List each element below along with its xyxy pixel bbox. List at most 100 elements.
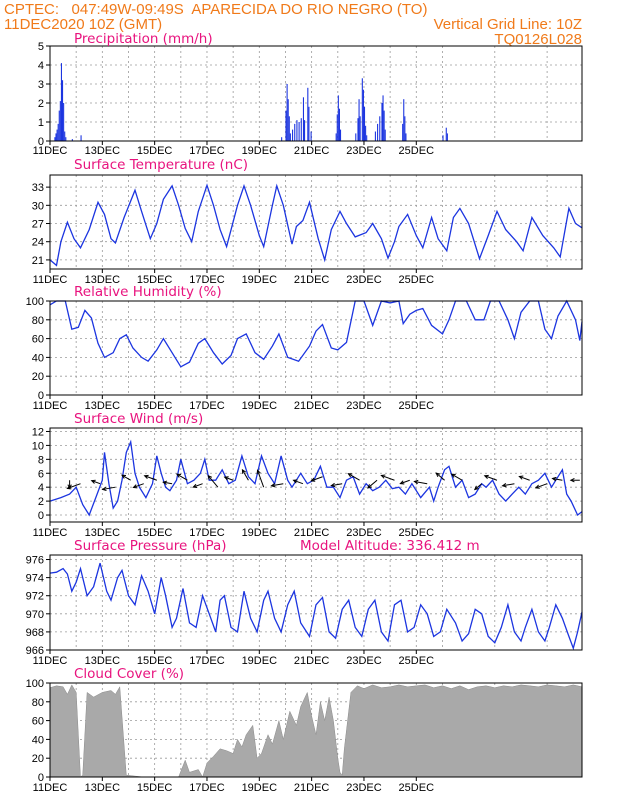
series-line-rh [49,299,583,368]
x-tick-label: 17DEC [189,655,225,667]
wind-vector [293,479,304,485]
panel-wind: 0 2 4 6 8 10 12 11DEC 13DEC 15DEC 17DEC 19DEC 21DEC 2… [32,411,583,539]
precip-bar [446,133,448,141]
precip-bar [336,114,338,141]
panel-temp: 21 24 27 30 33 11DEC 13DEC 15DEC 17DEC 19DEC 21DEC… [32,157,583,286]
wind-vector-head [256,469,261,475]
y-tick-label: 40 [32,352,44,364]
wind-vector-head [450,473,456,478]
wind-vector [348,473,360,481]
precip-bar [382,95,384,141]
y-tick-label: 24 [32,237,44,249]
wind-vector-head [534,484,540,489]
y-tick-label: 12 [32,426,44,438]
wind-vector [271,483,284,487]
precip-bar [60,63,62,141]
wind-vector-head [132,484,138,489]
wind-vector [193,483,203,488]
x-tick-label: 17DEC [189,527,225,539]
precip-bar [294,123,296,141]
x-tick-label: 23DEC [346,782,382,794]
wind-vector-head [483,474,489,479]
x-tick-label: 23DEC [346,655,382,667]
plot-frame [49,300,583,396]
precip-bar [65,137,67,141]
precip-bar [296,120,298,141]
x-tick-label: 11DEC [33,655,68,667]
wind-vector-head [270,483,276,488]
wind-vector [163,481,173,485]
panel-pres: 966 968 970 972 974 976 11DEC 13DEC 15DEC 17DEC 19… [26,538,583,667]
x-tick-label: 19DEC [242,655,278,667]
precip-bar [310,131,312,141]
panel-title-pres: Surface Pressure (hPa) [74,538,227,554]
x-tick-label: 13DEC [85,145,121,157]
wind-vector-head [292,479,298,484]
wind-vector [451,473,463,481]
x-tick-label: 13DEC [85,274,121,286]
wind-vector [414,480,428,485]
precip-bar [71,139,73,141]
precip-bar [361,78,363,141]
wind-vector [552,477,563,481]
wind-vector-head [121,474,127,479]
precip-bar [80,135,82,141]
wind-vector [91,480,101,485]
panel-title-rh: Relative Humidity (%) [74,284,222,300]
x-tick-label: 23DEC [346,400,382,412]
x-tick-label: 11DEC [33,145,68,157]
wind-vector [381,474,395,481]
wind-vector-head [380,474,386,479]
wind-vector-head [569,478,575,483]
panel-precip: 0 1 2 3 4 5 11DEC 13DEC 15DEC 17DEC 19DEC 21DEC 23DE… [33,31,583,157]
wind-vector [102,486,116,490]
precip-bar [298,122,300,141]
x-tick-label: 11DEC [33,782,68,794]
precip-bar [281,137,283,141]
header-model-code: TQ0126L028 [494,31,582,48]
wind-vector [224,476,234,481]
precip-bar [362,89,364,141]
x-tick-label: 19DEC [242,145,278,157]
x-tick-label: 11DEC [33,274,68,286]
precip-bar [405,133,407,141]
y-tick-label: 0 [38,136,44,148]
precip-bar [403,99,405,141]
header-run-date: 11DEC2020 10Z (GMT) [4,16,163,33]
x-tick-label: 23DEC [346,527,382,539]
y-tick-label: 0 [38,510,44,522]
precip-bar [55,133,57,141]
x-tick-label: 19DEC [242,782,278,794]
precip-bar [404,116,406,141]
precip-bar [56,129,58,141]
x-tick-label: 17DEC [189,400,225,412]
precip-bar [357,118,359,141]
x-tick-label: 17DEC [189,782,225,794]
wind-vector [535,483,548,489]
x-tick-label: 21DEC [294,145,330,157]
y-tick-label: 972 [26,591,44,603]
precip-bar [377,123,379,141]
header-grid-line: Vertical Grid Line: 10Z [433,16,582,33]
x-tick-label: 17DEC [189,274,225,286]
precip-bar [381,103,383,141]
wind-vector [331,483,343,487]
wind-vector-head [90,479,96,484]
x-tick-label: 21DEC [294,527,330,539]
wind-vector-head [435,472,441,478]
y-tick-label: 2 [38,98,44,110]
y-tick-label: 60 [32,716,44,728]
precip-bar [302,97,305,141]
wind-vector-head [223,476,229,481]
x-tick-label: 13DEC [85,782,121,794]
wind-vector [241,469,249,481]
precip-bar [292,129,294,141]
wind-vector [400,479,410,485]
wind-vector [257,470,265,488]
precip-bar [379,116,381,141]
y-tick-label: 0 [38,390,44,402]
plot-frame [49,682,583,778]
wind-vector [121,474,131,481]
y-tick-label: 968 [26,627,44,639]
wind-vector [367,479,378,489]
